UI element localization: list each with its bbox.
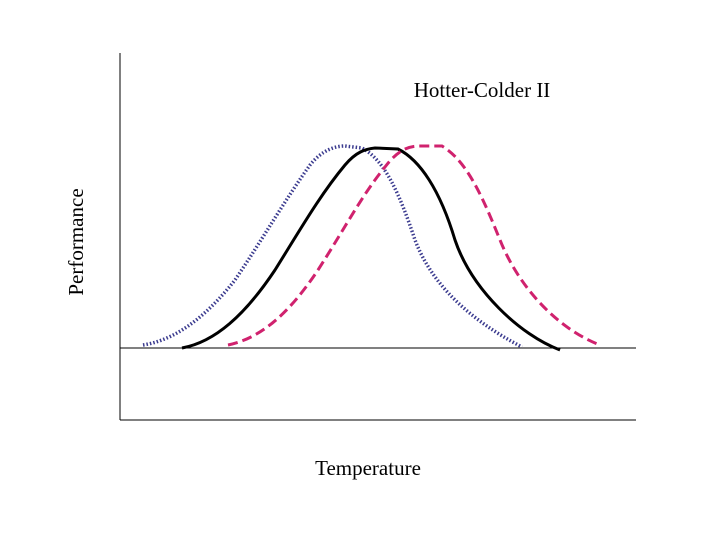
curve-neutral xyxy=(181,146,561,352)
curve-cold xyxy=(142,144,523,349)
x-axis-label: Temperature xyxy=(315,456,421,480)
diagram-title: Hotter-Colder II xyxy=(414,78,551,102)
curve-hot xyxy=(227,144,601,347)
y-axis-label: Performance xyxy=(64,188,88,295)
